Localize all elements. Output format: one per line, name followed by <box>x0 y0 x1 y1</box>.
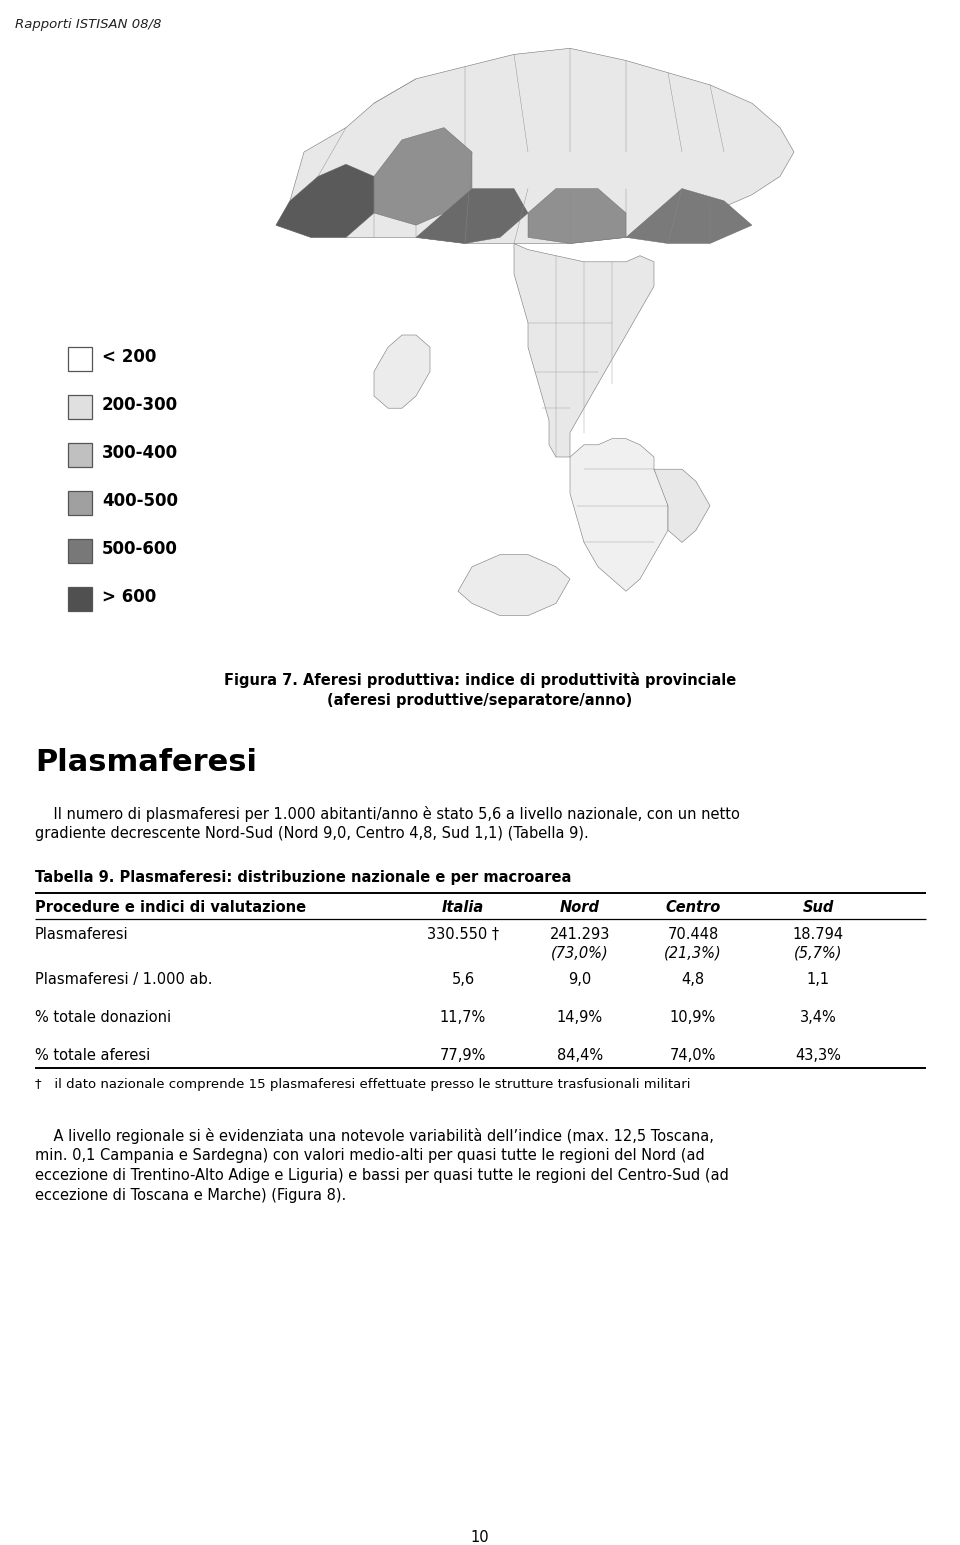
Polygon shape <box>374 335 430 408</box>
Text: Tabella 9. Plasmaferesi: distribuzione nazionale e per macroarea: Tabella 9. Plasmaferesi: distribuzione n… <box>35 870 571 885</box>
Polygon shape <box>570 439 668 592</box>
Text: 18.794: 18.794 <box>792 927 844 942</box>
Bar <box>68 539 92 562</box>
Text: 11,7%: 11,7% <box>440 1010 486 1024</box>
Polygon shape <box>626 188 752 244</box>
Text: Italia: Italia <box>442 901 484 915</box>
Polygon shape <box>528 188 626 244</box>
Text: 200-300: 200-300 <box>102 396 179 414</box>
Text: % totale aferesi: % totale aferesi <box>35 1048 151 1063</box>
Text: Centro: Centro <box>665 901 721 915</box>
Polygon shape <box>458 555 570 615</box>
Text: Procedure e indici di valutazione: Procedure e indici di valutazione <box>35 901 306 915</box>
Polygon shape <box>276 164 374 238</box>
Text: Plasmaferesi / 1.000 ab.: Plasmaferesi / 1.000 ab. <box>35 972 212 987</box>
Text: Rapporti ISTISAN 08/8: Rapporti ISTISAN 08/8 <box>15 19 161 31</box>
Text: 1,1: 1,1 <box>806 972 829 987</box>
Text: Nord: Nord <box>560 901 600 915</box>
Text: eccezione di Toscana e Marche) (Figura 8).: eccezione di Toscana e Marche) (Figura 8… <box>35 1188 347 1204</box>
Text: eccezione di Trentino-Alto Adige e Liguria) e bassi per quasi tutte le regioni d: eccezione di Trentino-Alto Adige e Ligur… <box>35 1168 729 1183</box>
Text: Sud: Sud <box>803 901 833 915</box>
Text: 4,8: 4,8 <box>682 972 705 987</box>
Text: 43,3%: 43,3% <box>795 1048 841 1063</box>
Text: < 200: < 200 <box>102 348 156 366</box>
Polygon shape <box>416 188 528 244</box>
Text: 300-400: 300-400 <box>102 443 179 462</box>
Text: 400-500: 400-500 <box>102 491 178 510</box>
Text: 241.293: 241.293 <box>550 927 611 942</box>
Text: Plasmaferesi: Plasmaferesi <box>35 927 129 942</box>
Text: 9,0: 9,0 <box>568 972 591 987</box>
Polygon shape <box>374 128 472 226</box>
Text: 14,9%: 14,9% <box>557 1010 603 1024</box>
Polygon shape <box>654 470 710 542</box>
Text: 10: 10 <box>470 1530 490 1545</box>
Text: A livello regionale si è evidenziata una notevole variabilità dell’indice (max. : A livello regionale si è evidenziata una… <box>35 1128 714 1143</box>
Text: Plasmaferesi: Plasmaferesi <box>35 748 257 777</box>
Text: †   il dato nazionale comprende 15 plasmaferesi effettuate presso le strutture t: † il dato nazionale comprende 15 plasmaf… <box>35 1078 690 1091</box>
Text: 74,0%: 74,0% <box>670 1048 716 1063</box>
Bar <box>68 587 92 610</box>
Bar <box>68 491 92 514</box>
Text: 5,6: 5,6 <box>451 972 474 987</box>
Text: Il numero di plasmaferesi per 1.000 abitanti/anno è stato 5,6 a livello nazional: Il numero di plasmaferesi per 1.000 abit… <box>35 806 740 822</box>
Text: 10,9%: 10,9% <box>670 1010 716 1024</box>
Text: (aferesi produttive/separatore/anno): (aferesi produttive/separatore/anno) <box>327 694 633 708</box>
Text: (21,3%): (21,3%) <box>664 946 722 959</box>
Text: 84,4%: 84,4% <box>557 1048 603 1063</box>
Text: (5,7%): (5,7%) <box>794 946 842 959</box>
Text: Figura 7. Aferesi produttiva: indice di produttività provinciale: Figura 7. Aferesi produttiva: indice di … <box>224 672 736 688</box>
Bar <box>68 443 92 467</box>
Text: 500-600: 500-600 <box>102 541 178 558</box>
Bar <box>68 396 92 419</box>
Text: 77,9%: 77,9% <box>440 1048 486 1063</box>
Bar <box>68 348 92 371</box>
Text: > 600: > 600 <box>102 589 156 606</box>
Text: gradiente decrescente Nord-Sud (Nord 9,0, Centro 4,8, Sud 1,1) (Tabella 9).: gradiente decrescente Nord-Sud (Nord 9,0… <box>35 827 588 840</box>
Text: % totale donazioni: % totale donazioni <box>35 1010 171 1024</box>
Text: 3,4%: 3,4% <box>800 1010 836 1024</box>
Polygon shape <box>276 48 794 244</box>
Text: 70.448: 70.448 <box>667 927 719 942</box>
Text: min. 0,1 Campania e Sardegna) con valori medio-alti per quasi tutte le regioni d: min. 0,1 Campania e Sardegna) con valori… <box>35 1148 705 1163</box>
Text: 330.550 †: 330.550 † <box>427 927 499 942</box>
Polygon shape <box>514 244 654 457</box>
Text: (73,0%): (73,0%) <box>551 946 609 959</box>
